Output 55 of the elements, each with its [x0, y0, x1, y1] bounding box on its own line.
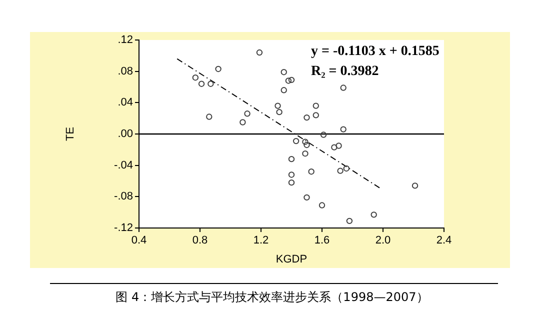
- y-tick-label: .08: [118, 65, 133, 78]
- point: [318, 202, 326, 208]
- point: [206, 114, 212, 120]
- point: [244, 110, 250, 117]
- x-tick-label: 0.8: [192, 234, 208, 247]
- point: [304, 142, 310, 148]
- x-tick-label: 0.4: [131, 234, 147, 247]
- y-tick-label: -.08: [114, 190, 133, 203]
- point: [312, 102, 319, 109]
- point: [288, 76, 295, 84]
- x-tick-label: 2.4: [436, 234, 452, 247]
- point: [336, 142, 342, 149]
- point: [215, 66, 222, 72]
- point: [256, 49, 263, 56]
- point: [331, 144, 338, 150]
- point: [285, 78, 292, 84]
- point: [198, 80, 205, 87]
- point: [192, 74, 199, 81]
- caption: 图 4：增长方式与平均技术效率进步关系（1998—2007）: [114, 289, 430, 306]
- point: [288, 172, 295, 178]
- point: [288, 156, 295, 162]
- y-axis-title: TE: [64, 126, 77, 142]
- point: [288, 179, 295, 186]
- point: [340, 126, 346, 132]
- point: [208, 80, 214, 87]
- point: [292, 138, 300, 144]
- y-tick-label: -.12: [114, 222, 133, 234]
- y-tick-label: -.04: [114, 159, 133, 172]
- point: [302, 150, 308, 157]
- point: [337, 168, 344, 174]
- point: [308, 168, 314, 175]
- point: [343, 165, 350, 172]
- point: [274, 102, 281, 109]
- annotation: y = -0.1103 x + 0.1585: [311, 44, 440, 60]
- x-axis-title: KGDP: [276, 253, 308, 266]
- annotation: R₂ = 0.3982: [311, 64, 379, 80]
- point: [370, 212, 377, 218]
- y-tick-label: .12: [118, 34, 133, 46]
- point: [412, 182, 418, 189]
- y-tick-label: .00: [118, 128, 133, 140]
- point: [312, 112, 319, 118]
- point: [304, 194, 310, 201]
- point: [320, 132, 327, 138]
- point: [240, 119, 246, 126]
- point: [302, 138, 308, 145]
- point: [340, 84, 346, 91]
- point: [280, 87, 287, 94]
- point: [276, 108, 282, 116]
- y-tick-label: .04: [118, 96, 133, 109]
- x-tick-label: 2.0: [375, 234, 391, 247]
- x-tick-label: 1.6: [314, 234, 330, 247]
- point: [280, 69, 287, 76]
- x-tick-label: 1.2: [253, 234, 269, 247]
- point: [346, 218, 353, 224]
- point: [304, 114, 310, 121]
